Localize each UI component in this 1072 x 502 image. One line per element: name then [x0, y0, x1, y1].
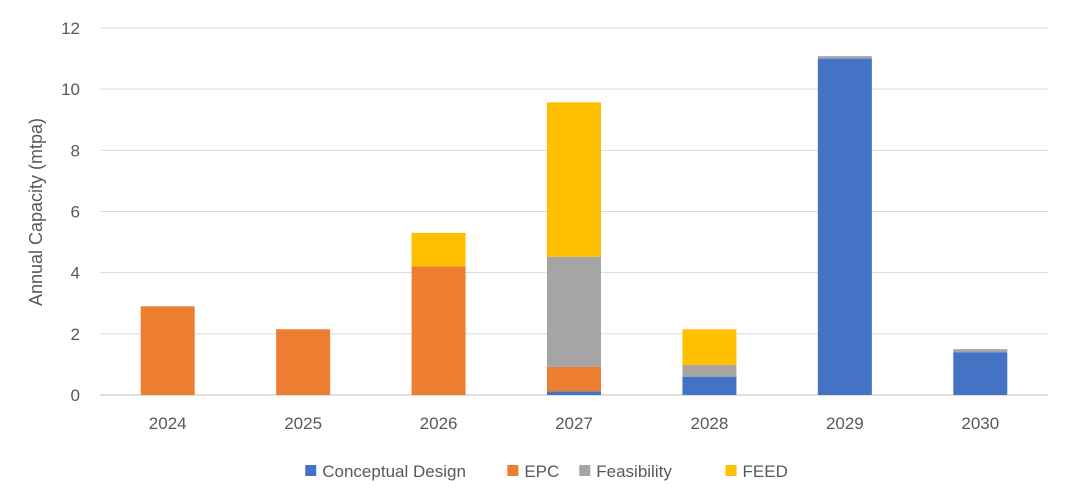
- x-tick-label: 2028: [691, 414, 729, 433]
- y-tick-label: 8: [71, 141, 80, 160]
- bar-epc-2024: [140, 306, 195, 395]
- legend-label: Feasibility: [596, 462, 672, 481]
- bars: [140, 56, 1008, 395]
- y-tick-label: 4: [71, 264, 80, 283]
- bar-conceptual-design-2027: [547, 391, 601, 395]
- x-tick-label: 2024: [149, 414, 187, 433]
- x-tick-label: 2027: [555, 414, 593, 433]
- legend-swatch: [725, 465, 737, 476]
- x-tick-label: 2030: [961, 414, 999, 433]
- legend-label: EPC: [524, 462, 559, 481]
- bar-epc-2026: [411, 266, 466, 395]
- legend-label: Conceptual Design: [322, 462, 466, 481]
- bar-epc-2025: [276, 329, 331, 395]
- y-axis-ticks: 0 2 4 6 8 10 12: [61, 19, 80, 405]
- bar-conceptual-design-2028: [682, 376, 737, 395]
- bar-feasibility-2030: [953, 349, 1008, 353]
- legend-swatch: [507, 465, 519, 476]
- legend-swatch: [579, 465, 591, 476]
- y-axis-label: Annual Capacity (mtpa): [26, 118, 46, 306]
- y-tick-label: 10: [61, 80, 80, 99]
- legend-label: FEED: [743, 462, 788, 481]
- bar-feasibility-2028: [682, 365, 737, 377]
- y-tick-label: 0: [71, 386, 80, 405]
- bar-feasibility-2027: [547, 256, 601, 367]
- bar-conceptual-design-2029: [817, 58, 872, 395]
- bar-feasibility-2029: [817, 56, 872, 59]
- legend-swatch: [305, 465, 317, 476]
- bar-feed-2028: [682, 329, 737, 366]
- y-tick-label: 12: [61, 19, 80, 38]
- bar-conceptual-design-2030: [953, 352, 1008, 395]
- bar-feed-2027: [547, 102, 601, 257]
- x-tick-label: 2026: [420, 414, 458, 433]
- bar-epc-2027: [547, 366, 601, 392]
- bar-feed-2026: [411, 232, 466, 267]
- x-tick-label: 2029: [826, 414, 864, 433]
- legend: Conceptual Design EPC Feasibility FEED: [305, 462, 788, 481]
- x-axis-ticks: 2024 2025 2026 2027 2028 2029 2030: [149, 414, 999, 433]
- y-tick-label: 2: [71, 325, 80, 344]
- y-tick-label: 6: [71, 203, 80, 222]
- x-tick-label: 2025: [284, 414, 322, 433]
